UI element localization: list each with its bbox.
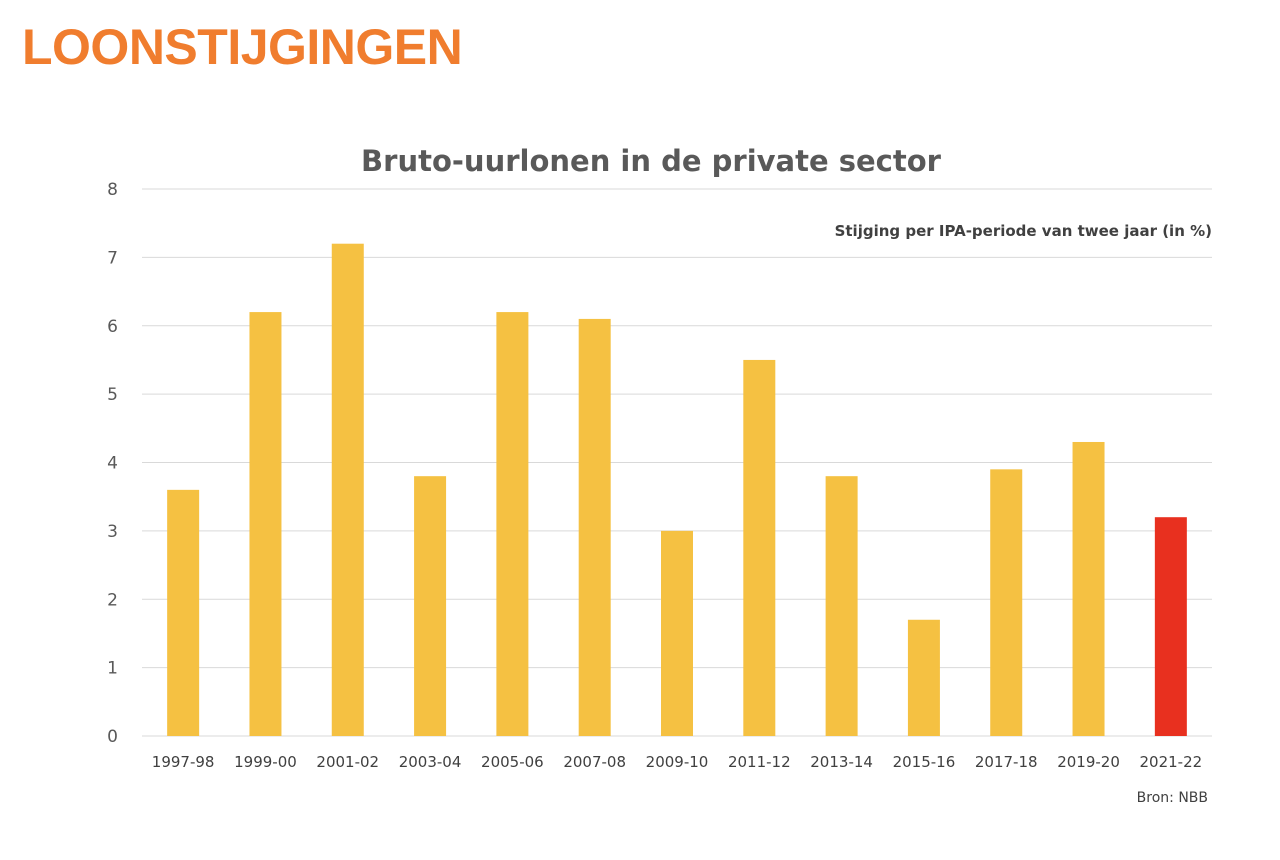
x-tick-label: 2003-04 bbox=[399, 753, 462, 771]
x-tick-label: 2017-18 bbox=[975, 753, 1038, 771]
chart-subtitle: Stijging per IPA-periode van twee jaar (… bbox=[835, 222, 1212, 240]
bar-1999-00 bbox=[249, 312, 282, 736]
bar-2015-16 bbox=[907, 619, 940, 736]
x-tick-label: 2013-14 bbox=[810, 753, 873, 771]
chart-title: Bruto-uurlonen in de private sector bbox=[361, 144, 942, 178]
bar-2009-10 bbox=[661, 530, 693, 736]
y-tick-label: 2 bbox=[107, 590, 118, 610]
x-tick-label: 2021-22 bbox=[1140, 753, 1203, 771]
bars bbox=[167, 243, 1187, 736]
y-tick-label: 3 bbox=[107, 522, 118, 542]
bar-2005-06 bbox=[496, 312, 529, 736]
x-tick-label: 1997-98 bbox=[152, 753, 215, 771]
bar-2013-14 bbox=[825, 476, 858, 736]
bar-2021-22 bbox=[1154, 517, 1187, 736]
x-tick-label: 2005-06 bbox=[481, 753, 544, 771]
bar-2019-20 bbox=[1072, 441, 1105, 736]
y-tick-label: 8 bbox=[107, 180, 118, 200]
bar-2017-18 bbox=[990, 469, 1023, 736]
y-axis-ticks: 0 1 2 3 4 5 6 7 8 bbox=[107, 180, 118, 747]
x-tick-label: 2019-20 bbox=[1057, 753, 1120, 771]
y-tick-label: 4 bbox=[107, 454, 118, 474]
bar-2007-08 bbox=[578, 318, 611, 736]
x-tick-label: 1999-00 bbox=[234, 753, 297, 771]
page-title: LOONSTIJGINGEN bbox=[22, 19, 463, 75]
x-tick-label: 2009-10 bbox=[646, 753, 709, 771]
y-tick-label: 1 bbox=[107, 659, 118, 679]
x-tick-label: 2011-12 bbox=[728, 753, 791, 771]
bar-2003-04 bbox=[414, 476, 447, 736]
y-tick-label: 7 bbox=[107, 248, 118, 268]
y-tick-label: 6 bbox=[107, 317, 118, 337]
x-axis-ticks: 1997-98 1999-00 2001-02 2003-04 2005-06 2007-… bbox=[152, 753, 1202, 771]
x-tick-label: 2001-02 bbox=[316, 753, 379, 771]
source-label: Bron: NBB bbox=[1137, 790, 1208, 806]
bar-1997-98 bbox=[167, 489, 200, 736]
y-tick-label: 5 bbox=[107, 385, 118, 405]
x-tick-label: 2007-08 bbox=[563, 753, 626, 771]
y-tick-label: 0 bbox=[107, 727, 118, 747]
bar-2011-12 bbox=[743, 359, 776, 736]
x-tick-label: 2015-16 bbox=[893, 753, 956, 771]
bar-2001-02 bbox=[331, 243, 364, 736]
